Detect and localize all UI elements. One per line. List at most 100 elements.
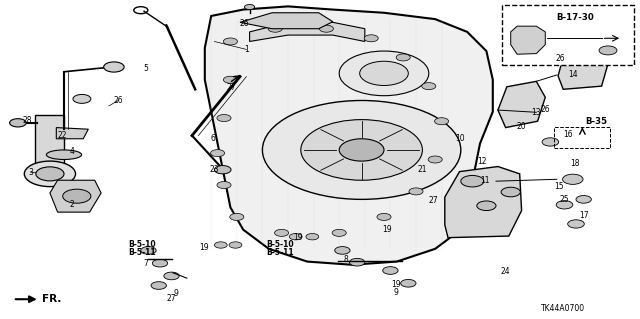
Circle shape xyxy=(461,175,484,187)
Text: 26: 26 xyxy=(555,54,565,63)
Text: 3: 3 xyxy=(28,168,33,177)
Text: 9: 9 xyxy=(173,289,179,298)
Text: 1: 1 xyxy=(244,45,249,54)
Text: 19: 19 xyxy=(292,233,303,242)
Text: 12: 12 xyxy=(477,157,486,166)
Circle shape xyxy=(339,51,429,96)
Text: 10: 10 xyxy=(454,134,465,143)
Circle shape xyxy=(377,213,391,220)
Polygon shape xyxy=(498,81,545,128)
Polygon shape xyxy=(56,128,88,139)
Text: 17: 17 xyxy=(579,211,589,220)
Polygon shape xyxy=(445,167,522,238)
Circle shape xyxy=(104,62,124,72)
Circle shape xyxy=(152,259,168,267)
Circle shape xyxy=(568,220,584,228)
Circle shape xyxy=(563,174,583,184)
Text: 9: 9 xyxy=(393,288,398,297)
Text: 5: 5 xyxy=(143,64,148,73)
Text: 26: 26 xyxy=(540,105,550,114)
Text: 20: 20 xyxy=(516,122,527,130)
Circle shape xyxy=(151,282,166,289)
Circle shape xyxy=(10,119,26,127)
Circle shape xyxy=(556,201,573,209)
Circle shape xyxy=(576,196,591,203)
Circle shape xyxy=(435,118,449,125)
Text: B-35: B-35 xyxy=(586,117,607,126)
Circle shape xyxy=(223,38,237,45)
Text: 16: 16 xyxy=(563,130,573,139)
Circle shape xyxy=(73,94,91,103)
Circle shape xyxy=(428,156,442,163)
Circle shape xyxy=(364,35,378,42)
Text: 25: 25 xyxy=(559,195,570,204)
Text: 7: 7 xyxy=(143,259,148,268)
Circle shape xyxy=(477,201,496,211)
Circle shape xyxy=(301,120,422,180)
Circle shape xyxy=(268,25,282,32)
Text: 6: 6 xyxy=(210,134,215,143)
Text: 26: 26 xyxy=(113,96,124,105)
Circle shape xyxy=(383,267,398,274)
Text: 28: 28 xyxy=(22,116,31,125)
Circle shape xyxy=(332,229,346,236)
Circle shape xyxy=(36,167,64,181)
Circle shape xyxy=(339,139,384,161)
Circle shape xyxy=(306,234,319,240)
Polygon shape xyxy=(558,48,608,89)
Text: 19: 19 xyxy=(198,243,209,252)
Text: TK44A0700: TK44A0700 xyxy=(541,304,585,313)
Text: B-5-11: B-5-11 xyxy=(266,248,294,256)
Circle shape xyxy=(335,247,350,254)
Circle shape xyxy=(141,247,156,254)
Circle shape xyxy=(349,258,365,266)
Circle shape xyxy=(244,4,255,10)
Circle shape xyxy=(262,100,461,199)
Text: 19: 19 xyxy=(382,225,392,234)
Circle shape xyxy=(164,272,179,280)
Text: B-5-11: B-5-11 xyxy=(128,248,156,256)
Polygon shape xyxy=(240,13,333,29)
Circle shape xyxy=(24,161,76,187)
Polygon shape xyxy=(35,115,64,182)
Text: 13: 13 xyxy=(531,108,541,117)
Circle shape xyxy=(409,188,423,195)
Circle shape xyxy=(319,25,333,32)
Text: 19: 19 xyxy=(390,280,401,289)
Circle shape xyxy=(275,229,289,236)
Text: 21: 21 xyxy=(418,165,427,174)
Circle shape xyxy=(223,76,237,83)
Circle shape xyxy=(230,213,244,220)
Ellipse shape xyxy=(46,150,82,160)
Circle shape xyxy=(214,242,227,248)
Text: 24: 24 xyxy=(500,267,511,276)
Circle shape xyxy=(542,138,559,146)
Polygon shape xyxy=(205,6,493,265)
Circle shape xyxy=(214,166,231,174)
Text: 23: 23 xyxy=(209,165,220,174)
Text: 14: 14 xyxy=(568,70,578,79)
Polygon shape xyxy=(50,180,101,212)
Polygon shape xyxy=(511,26,545,54)
Text: FR.: FR. xyxy=(42,294,61,304)
Polygon shape xyxy=(250,22,365,41)
Text: 27: 27 xyxy=(428,196,438,205)
Text: B-5-10: B-5-10 xyxy=(128,240,156,249)
Circle shape xyxy=(229,242,242,248)
Text: 8: 8 xyxy=(343,256,348,264)
Text: 11: 11 xyxy=(481,176,490,185)
Circle shape xyxy=(401,279,416,287)
Text: 27: 27 xyxy=(227,83,237,92)
Circle shape xyxy=(217,115,231,122)
FancyBboxPatch shape xyxy=(502,5,634,65)
Text: 15: 15 xyxy=(554,182,564,191)
Circle shape xyxy=(211,150,225,157)
Text: 4: 4 xyxy=(69,147,74,156)
Circle shape xyxy=(360,61,408,85)
Text: 26: 26 xyxy=(239,19,250,28)
Circle shape xyxy=(289,234,302,240)
Text: 22: 22 xyxy=(58,131,67,140)
Circle shape xyxy=(217,182,231,189)
Text: 2: 2 xyxy=(69,200,74,209)
Text: B-5-10: B-5-10 xyxy=(266,240,294,249)
